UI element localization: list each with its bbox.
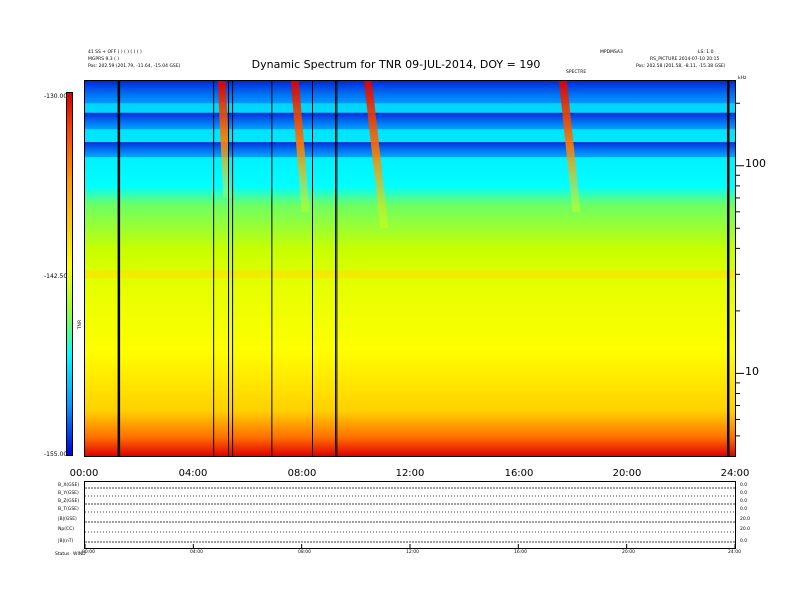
header-line-1: 41 SS + OFF ( ) ( ) ( ) ( ): [88, 50, 142, 55]
ts-x-tick-5: 20:00: [622, 550, 635, 555]
header-right-a: MPDMSA3: [600, 50, 623, 55]
y-tick-10: 10: [745, 365, 759, 378]
ts-right-1: 0.0: [740, 491, 748, 496]
x-tick-6: 24:00: [720, 468, 750, 479]
ts-x-tick-3: 12:00: [406, 550, 419, 555]
ts-x-tick-0: 00:00: [82, 550, 95, 555]
ts-row-2: B_Z(GSE): [58, 499, 80, 504]
time-series-panel: [84, 481, 736, 549]
data-gap-lines: [117, 81, 730, 456]
burst-2: [363, 81, 389, 229]
colorbar-tick-top: -130.00: [44, 93, 68, 100]
ts-row-5: Np(CC): [58, 527, 75, 532]
gap-line-6: [335, 81, 337, 456]
plasma-line: [85, 270, 735, 279]
khz-unit-label: kHz: [738, 76, 747, 81]
ts-status-label: Status: [55, 552, 70, 557]
ts-status-label-b: WIND: [73, 552, 86, 557]
colorbar: [66, 92, 73, 456]
spectrogram-svg: [85, 81, 735, 456]
dark-band-2: [85, 142, 735, 158]
spectrogram-panel: [84, 80, 736, 457]
gap-line-5: [312, 81, 313, 456]
gap-line-2: [228, 81, 230, 456]
ts-x-tick-4: 16:00: [514, 550, 527, 555]
x-tick-4: 16:00: [504, 468, 534, 479]
chart-title: Dynamic Spectrum for TNR 09-JUL-2014, DO…: [251, 58, 541, 71]
burst-1: [290, 81, 310, 212]
gap-line-4: [271, 81, 273, 456]
spectre-label: SPECTRE: [566, 70, 587, 75]
gap-line-7: [336, 81, 338, 456]
header-position-right: Pos: 202.58 (201.58, -8.11, -15.38 GSE): [636, 64, 726, 69]
ts-right-3: 0.0: [740, 507, 748, 512]
burst-0: [217, 81, 232, 198]
ts-right-0: 0.0: [740, 483, 748, 488]
x-tick-0: 00:00: [69, 468, 99, 479]
ts-row-0: B_X(GSE): [58, 483, 80, 488]
dark-band-0: [85, 81, 735, 104]
spectrum-background: [85, 81, 735, 456]
ts-x-tick-1: 04:00: [190, 550, 203, 555]
header-position-left: Pos: 202.59 (201.79, -11.64, -15.04 GSE): [88, 64, 181, 69]
time-series-svg: [84, 487, 736, 548]
dark-band-1: [85, 112, 735, 130]
x-tick-2: 08:00: [287, 468, 317, 479]
x-tick-3: 12:00: [395, 468, 425, 479]
header-line-2: MGPRS 9.3 ( ): [88, 57, 120, 62]
colorbar-tick-bottom: -155.00: [44, 451, 68, 458]
gap-line-8: [726, 81, 730, 456]
ts-row-3: B_T(GSE): [58, 507, 79, 512]
x-tick-5: 20:00: [612, 468, 642, 479]
ts-x-tick-2: 08:00: [298, 550, 311, 555]
right-axis-ticks: [736, 102, 744, 437]
burst-3: [558, 81, 581, 212]
ts-row-1: B_Y(GSE): [58, 491, 79, 496]
gap-line-1: [213, 81, 215, 456]
x-tick-1: 04:00: [178, 468, 208, 479]
y-tick-100: 100: [745, 157, 766, 170]
header-right-b: LS: 1.0: [698, 50, 714, 55]
gap-line-3: [232, 81, 234, 456]
radio-bursts: [217, 81, 581, 229]
ts-x-tick-6: 24:00: [728, 550, 741, 555]
colorbar-label: TNR: [78, 319, 84, 330]
ts-right-4: 20.0: [740, 517, 751, 522]
ts-row-6: |B|(nT): [58, 539, 74, 544]
gap-line-0: [117, 81, 121, 456]
colorbar-tick-mid: -142.50: [44, 273, 68, 280]
header-right-mid: RS_PICTURE 2014-07-10 20:15: [650, 57, 720, 62]
ts-right-2: 0.0: [740, 499, 748, 504]
ts-right-5: 20.0: [740, 527, 751, 532]
ts-right-6: 0.0: [740, 539, 748, 544]
ts-row-4: |B|(GSE): [58, 517, 77, 522]
